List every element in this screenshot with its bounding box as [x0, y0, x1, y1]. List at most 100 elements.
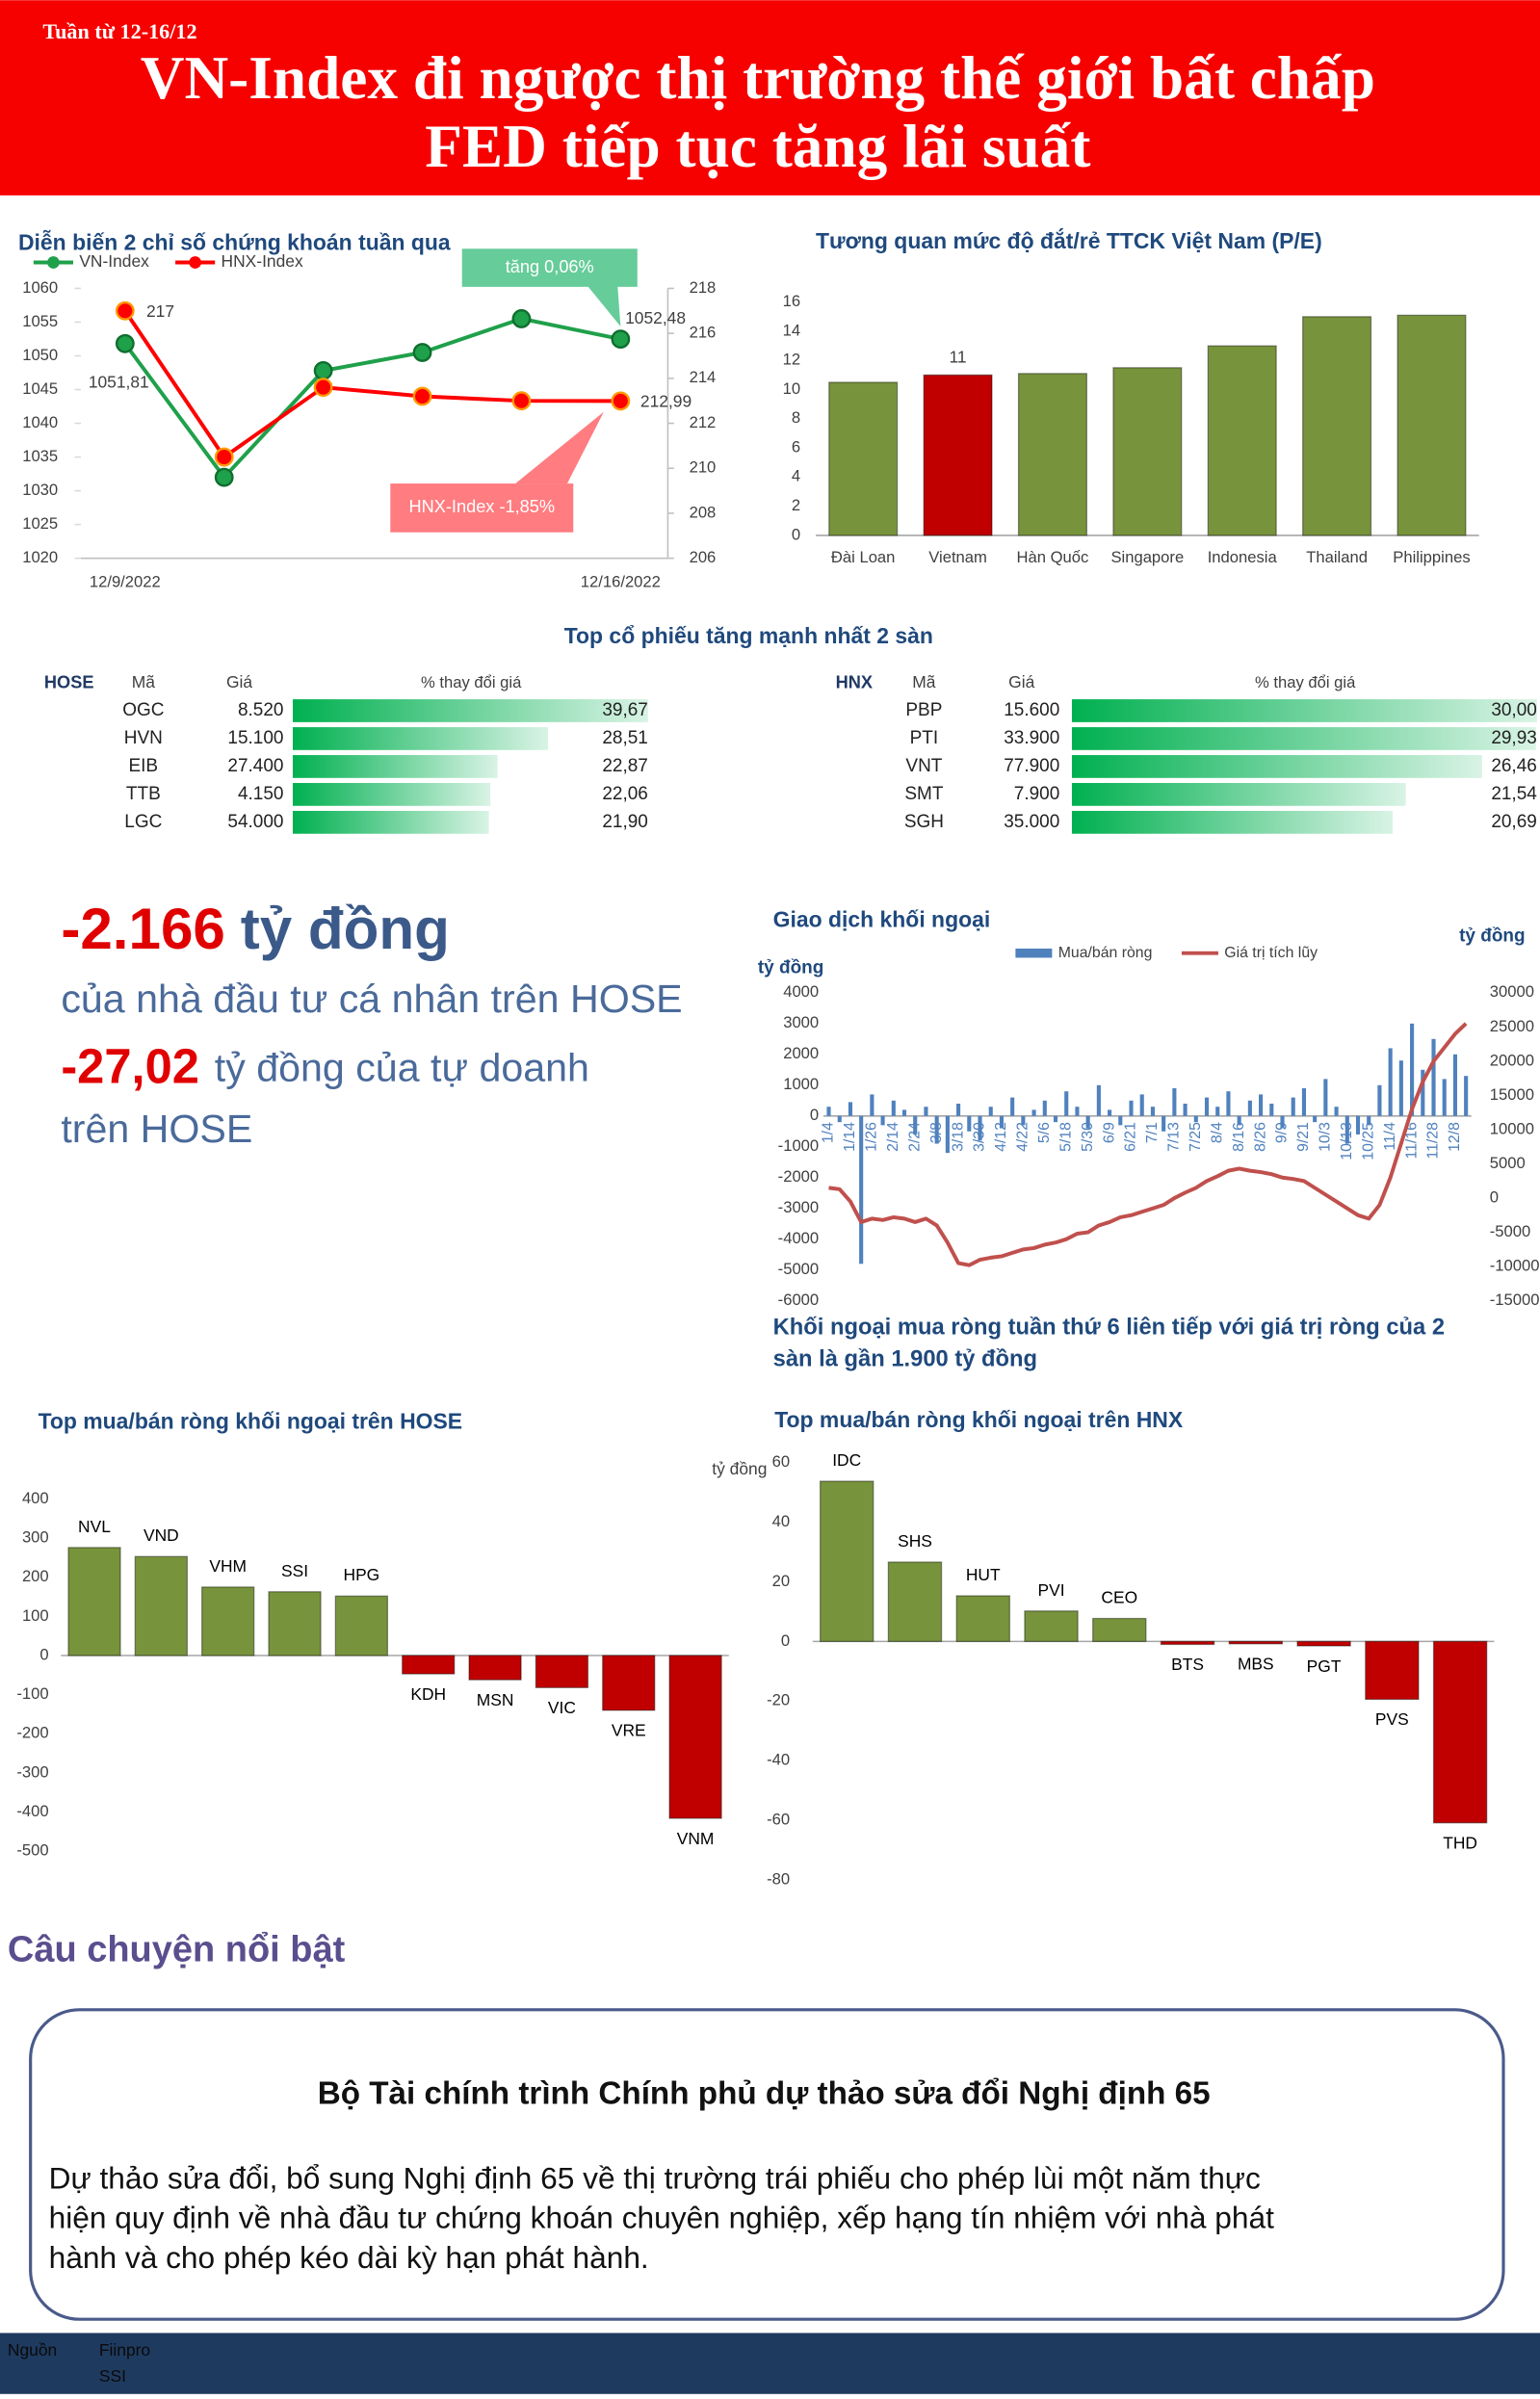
callout-text: tăng 0,06%	[506, 257, 594, 276]
x-tick-label: 10/13	[1339, 1122, 1355, 1160]
ticker: PBP	[905, 700, 942, 720]
y-axis-label: tỷ đồng	[758, 958, 824, 978]
x-tick-label: 8/26	[1252, 1122, 1268, 1152]
y-tick-label: 300	[22, 1527, 49, 1546]
header-band	[0, 0, 1540, 196]
stat-line: -27,02 tỷ đồng của tự doanh	[61, 1039, 589, 1094]
data-label: 21,90	[602, 812, 648, 832]
x-tick-label: 8/16	[1231, 1122, 1247, 1152]
story-title: Bộ Tài chính trình Chính phủ dự thảo sửa…	[318, 2075, 1211, 2111]
bar	[956, 1103, 961, 1116]
stat-description: trên HOSE	[61, 1107, 252, 1151]
bar	[891, 1100, 896, 1116]
y-tick-label: -3000	[778, 1198, 819, 1216]
bar	[967, 1115, 972, 1132]
price: 4.150	[238, 784, 284, 804]
y-tick-label: 0	[792, 525, 800, 543]
bar	[1464, 1076, 1469, 1116]
price: 8.520	[238, 700, 284, 720]
footer-label: Nguồn	[8, 2340, 57, 2360]
legend-label: HNX-Index	[222, 251, 303, 271]
ticker: PTI	[910, 728, 939, 748]
x-tick-label: IDC	[832, 1450, 861, 1470]
data-label: 20,69	[1491, 812, 1537, 832]
x-tick-label: 5/18	[1057, 1122, 1074, 1152]
y-tick-label: 20	[772, 1572, 790, 1590]
bar	[268, 1591, 322, 1656]
bar	[1193, 1115, 1198, 1123]
bar	[837, 1115, 842, 1123]
x-tick-label: VND	[144, 1525, 179, 1545]
x-tick-label: 11/16	[1403, 1122, 1420, 1160]
y2-tick-label: 10000	[1490, 1119, 1534, 1137]
x-tick-label: PVS	[1375, 1709, 1409, 1729]
series-line	[123, 316, 621, 481]
x-tick-label: Đài Loan	[831, 548, 896, 566]
bar	[1017, 373, 1088, 536]
legend-swatch	[1015, 948, 1053, 958]
bar	[934, 1115, 939, 1144]
bar	[292, 699, 648, 722]
bar	[1071, 699, 1537, 722]
data-label: 29,93	[1491, 728, 1537, 748]
bar	[1071, 783, 1406, 806]
y2-tick-label: 212	[690, 413, 717, 431]
y-tick-label: 1030	[22, 481, 58, 499]
y-tick-label: 1050	[22, 346, 58, 364]
y-tick-label: -40	[767, 1751, 790, 1769]
bar	[859, 1115, 864, 1265]
bar	[134, 1555, 189, 1656]
bar	[1075, 1107, 1080, 1116]
data-label: 26,46	[1491, 756, 1537, 776]
y-tick-label: 1035	[22, 447, 58, 465]
bar	[1204, 1097, 1210, 1116]
bar	[668, 1655, 722, 1819]
x-tick-label: Vietnam	[928, 548, 987, 566]
x-tick-label: 5/30	[1080, 1122, 1096, 1152]
x-tick-label: THD	[1443, 1834, 1477, 1853]
y-tick-label: 10	[783, 379, 800, 398]
x-tick-label: KDH	[410, 1684, 446, 1704]
y-tick-label: 1045	[22, 379, 58, 398]
x-tick-label: 1/4	[821, 1122, 837, 1143]
callout-box	[390, 483, 574, 533]
bar	[1150, 1107, 1155, 1116]
bar	[292, 783, 491, 806]
footer-source: SSI	[99, 2366, 126, 2386]
bar	[955, 1595, 1010, 1643]
x-tick-label: 11/28	[1425, 1122, 1442, 1160]
bar	[1010, 1097, 1015, 1116]
bar	[999, 1115, 1005, 1129]
y-tick-label: 16	[783, 292, 800, 310]
y-tick-label: 400	[22, 1489, 49, 1507]
exchange-label: HOSE	[44, 672, 94, 691]
point	[611, 391, 631, 411]
y-axis-label: tỷ đồng	[712, 1459, 767, 1478]
x-tick-label: 6/21	[1123, 1122, 1139, 1152]
x-tick-label: CEO	[1101, 1588, 1137, 1607]
bar	[1085, 1115, 1090, 1129]
chart-title: Top mua/bán ròng khối ngoại trên HNX	[774, 1407, 1184, 1432]
x-tick-label: 11/4	[1382, 1122, 1398, 1151]
ticker: SMT	[904, 784, 943, 804]
y-tick-label: -5000	[778, 1260, 819, 1278]
x-tick-label: VRE	[612, 1721, 646, 1740]
x-tick-label: 7/25	[1188, 1122, 1204, 1152]
bar	[292, 810, 489, 834]
y2-tick-label: 206	[690, 548, 717, 566]
bar	[334, 1595, 389, 1656]
ticker: SGH	[904, 812, 944, 832]
bar	[1042, 1100, 1047, 1116]
bar	[1296, 1640, 1351, 1647]
bar	[535, 1655, 589, 1688]
y-tick-label: -4000	[778, 1229, 819, 1247]
y2-tick-label: -10000	[1490, 1257, 1540, 1275]
x-tick-label: 3/8	[928, 1122, 945, 1143]
callout-box	[461, 248, 638, 287]
bar	[1431, 1038, 1436, 1116]
y-tick-label: 60	[772, 1452, 790, 1471]
footer-band	[0, 2333, 1540, 2394]
bar	[602, 1655, 656, 1711]
story-body: hành và cho phép kéo dài kỳ hạn phát hàn…	[49, 2240, 649, 2275]
